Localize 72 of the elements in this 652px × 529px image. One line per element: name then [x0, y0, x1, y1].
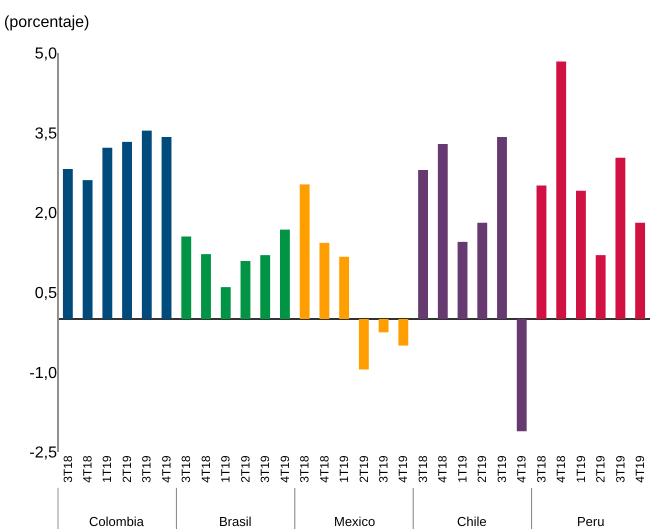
- x-tick-label: 1T19: [455, 455, 470, 483]
- bar: [615, 158, 626, 319]
- bar: [162, 137, 172, 319]
- bar: [378, 319, 389, 332]
- text: Brasil: [219, 514, 252, 529]
- x-tick-label: 3T19: [613, 455, 628, 483]
- x-tick-label: 3T19: [376, 455, 390, 483]
- bar: [181, 236, 192, 319]
- bar: [339, 256, 350, 319]
- bar: [438, 144, 448, 319]
- bar: [358, 319, 369, 370]
- x-tick-label: 4T19: [278, 455, 292, 483]
- bar: [82, 180, 93, 319]
- x-tick-label: 2T19: [356, 455, 371, 483]
- bar: [477, 222, 488, 319]
- x-tick-label: 3T18: [298, 455, 312, 483]
- x-tick-label: 3T18: [416, 455, 430, 483]
- x-tick-label: 4T19: [159, 455, 174, 483]
- y-tick-label: 0,5: [34, 285, 58, 302]
- bar: [62, 168, 73, 319]
- y-tick-label: 3,5: [34, 125, 58, 142]
- y-axis-title: (porcentaje): [4, 14, 90, 31]
- x-tick-label: 2T19: [594, 455, 608, 483]
- x-tick-label: 2T19: [120, 455, 134, 483]
- bar: [142, 130, 152, 319]
- x-tick-label: 2T19: [238, 455, 252, 483]
- bar: [516, 319, 527, 432]
- bar: [576, 190, 586, 319]
- bar: [536, 185, 546, 319]
- x-tick-label: 3T18: [179, 455, 194, 483]
- x-tick-label: 1T19: [574, 455, 588, 483]
- bar: [300, 184, 310, 319]
- bar: [398, 319, 408, 346]
- bar: [280, 230, 290, 319]
- text: Peru: [577, 514, 604, 529]
- x-tick-label: 4T18: [436, 455, 450, 483]
- x-tick-label: 4T18: [80, 455, 94, 483]
- x-tick-label: 1T19: [337, 455, 352, 483]
- text: Mexico: [334, 514, 376, 529]
- bar: [418, 170, 428, 319]
- x-tick-label: 3T18: [534, 455, 548, 483]
- text: Colombia: [89, 514, 145, 529]
- x-tick-label: 2T19: [475, 455, 490, 483]
- bar: [497, 137, 507, 319]
- x-tick-label: 4T18: [554, 455, 568, 483]
- x-tick-label: 3T19: [258, 455, 272, 483]
- x-tick-label: 3T18: [60, 455, 75, 483]
- bar: [635, 222, 646, 319]
- bar: [260, 255, 270, 319]
- y-tick-label: 5,0: [34, 46, 58, 63]
- x-tick-label: 4T19: [396, 455, 410, 483]
- bar: [102, 148, 112, 319]
- bar: [201, 254, 211, 319]
- bar: [596, 255, 606, 319]
- x-tick-label: 1T19: [100, 455, 114, 483]
- x-tick-label: 4T19: [633, 455, 648, 483]
- bar: [458, 242, 468, 319]
- bar: [220, 287, 231, 319]
- bar: [556, 62, 566, 319]
- bar: [240, 261, 250, 319]
- x-tick-label: 4T18: [198, 455, 213, 483]
- x-tick-label: 1T19: [218, 455, 233, 483]
- bar: [319, 242, 330, 319]
- x-tick-label: 3T19: [494, 455, 509, 483]
- y-tick-label: -1,0: [29, 364, 58, 382]
- bar: [122, 142, 132, 319]
- y-tick-label: -2,5: [29, 444, 58, 462]
- y-tick-label: 2,0: [34, 205, 58, 222]
- x-tick-label: 4T19: [514, 455, 529, 483]
- text: Chile: [457, 514, 487, 529]
- x-tick-label: 3T19: [140, 455, 154, 483]
- x-tick-label: 4T18: [317, 455, 332, 483]
